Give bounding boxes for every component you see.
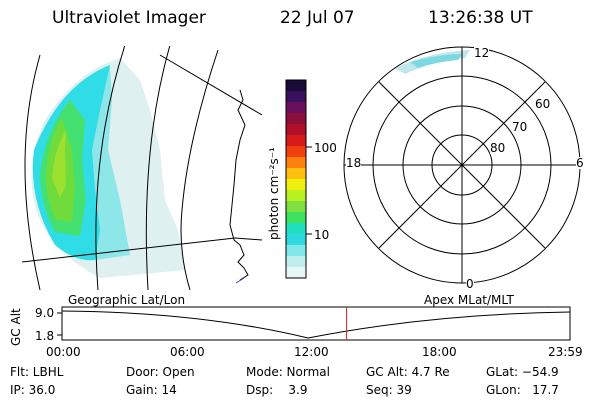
info-seq: Seq: 39 [366, 383, 412, 397]
timeline-right-label: Apex MLat/MLT [424, 293, 514, 307]
colorbar-band [286, 190, 306, 202]
info-gain: Gain: 14 [126, 383, 177, 397]
colorbar-band [286, 113, 306, 125]
time-tick-2359: 23:59 [548, 345, 583, 359]
mlt-label-6: 6 [576, 156, 584, 170]
mlt-label-18: 18 [346, 156, 362, 170]
time-tick-0600: 06:00 [170, 345, 205, 359]
timeline-ytick-top: 9.0 [35, 306, 55, 320]
colorbar-band [286, 80, 306, 92]
time-tick-1800: 18:00 [422, 345, 457, 359]
altitude-curve [61, 310, 571, 339]
colorbar-band [286, 201, 306, 213]
mlt-label-12: 12 [474, 46, 490, 60]
info-ip: IP: 36.0 [10, 383, 56, 397]
lat-label-70: 70 [512, 120, 528, 134]
timeline-ytick-bottom: 1.8 [35, 329, 55, 343]
colorbar-band [286, 234, 306, 246]
colorbar-band [286, 157, 306, 169]
colorbar-tick-10: 10 [314, 228, 330, 242]
colorbar-band [286, 135, 306, 147]
timeline-left-label: Geographic Lat/Lon [68, 293, 186, 307]
time-tick-1200: 12:00 [294, 345, 329, 359]
coastline [229, 89, 249, 281]
info-mode: Mode: Normal [246, 365, 330, 379]
colorbar-band [286, 223, 306, 235]
colorbar-band [286, 256, 306, 268]
colorbar-band [286, 168, 306, 180]
colorbar-band [286, 91, 306, 103]
colorbar-band [286, 245, 306, 257]
app-title: Ultraviolet Imager [52, 8, 206, 28]
info-gc-alt: GC Alt: 4.7 Re [366, 365, 450, 379]
info-glon: GLon: 17.7 [486, 383, 559, 397]
lat-label-80: 80 [490, 141, 506, 155]
info-dsp: Dsp: 3.9 [246, 383, 308, 397]
lat-label-60: 60 [535, 97, 551, 111]
colorbar-band [286, 179, 306, 191]
colorbar-tick-100: 100 [314, 141, 337, 155]
colorbar-band [286, 212, 306, 224]
info-door: Door: Open [126, 365, 195, 379]
image-date: 22 Jul 07 [280, 8, 355, 28]
time-tick-0000: 00:00 [46, 345, 81, 359]
mlt-label-0: 0 [466, 277, 474, 291]
colorbar-band [286, 124, 306, 136]
colorbar-band [286, 146, 306, 158]
info-glat: GLat: −54.9 [486, 365, 559, 379]
info-filter: Flt: LBHL [10, 365, 64, 379]
image-time: 13:26:38 UT [428, 8, 533, 28]
colorbar-band [286, 267, 306, 279]
colorbar-band [286, 102, 306, 114]
